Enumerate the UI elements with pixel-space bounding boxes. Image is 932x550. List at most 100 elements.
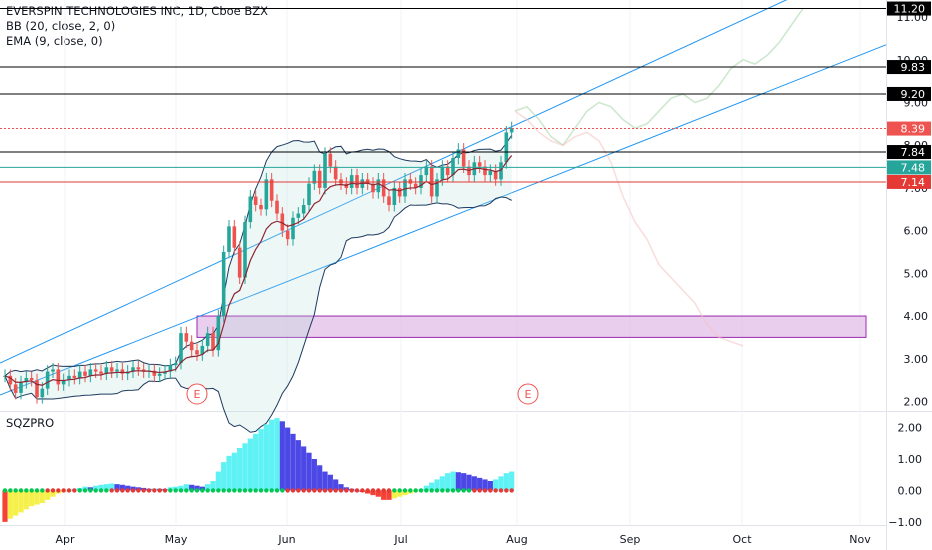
squeeze-dot [253, 488, 258, 493]
squeeze-dot [461, 488, 466, 493]
squeeze-dot [56, 488, 61, 493]
candle-body [104, 367, 109, 374]
squeeze-dot [338, 488, 344, 493]
squeeze-dot [93, 488, 98, 493]
candle-body [216, 316, 221, 351]
candle-body [259, 205, 263, 210]
candle-body [115, 369, 119, 372]
squeeze-bar [429, 482, 435, 491]
candle-body [56, 369, 61, 385]
price-tick-label: 5.00 [904, 267, 929, 280]
candle-body [72, 375, 77, 378]
squeeze-bar [98, 484, 104, 491]
time-tick-label: Sep [620, 533, 641, 546]
candle-body [307, 183, 311, 205]
candle-body [179, 333, 183, 364]
candle-body [243, 222, 247, 278]
sqzpro-label[interactable]: SQZPRO [6, 416, 55, 430]
squeeze-dot [445, 488, 450, 493]
candle-body [296, 213, 301, 218]
candle-body [440, 166, 445, 180]
squeeze-bar [402, 490, 408, 496]
squeeze-dot [77, 488, 82, 493]
squeeze-dot [504, 488, 509, 493]
candle-body [211, 333, 215, 351]
candle-body [264, 179, 269, 210]
squeeze-dot [66, 488, 72, 493]
candle-body [248, 196, 253, 223]
squeeze-dot [88, 488, 93, 493]
squeeze-dot [397, 488, 402, 493]
chart-legend: EVERSPIN TECHNOLOGIES INC, 1D, Cboe BZX … [6, 4, 268, 49]
price-tag-label: 8.39 [901, 123, 926, 136]
squeeze-bar [237, 448, 243, 491]
bb-indicator-label[interactable]: BB (20, close, 2, 0) [6, 19, 116, 33]
candle-body [371, 183, 375, 193]
squeeze-dot [237, 488, 242, 493]
candle-body [232, 226, 237, 248]
squeeze-dot [370, 488, 376, 493]
squeeze-bar [445, 473, 451, 491]
squeeze-bar [461, 473, 467, 491]
squeeze-bar [333, 479, 339, 491]
candle-body [269, 179, 274, 201]
candle-body [8, 375, 13, 385]
candle-body [504, 132, 509, 163]
candle-body [392, 187, 397, 205]
squeeze-bar [439, 476, 445, 491]
candle-body [493, 170, 498, 180]
squeeze-dot [194, 488, 200, 493]
squeeze-dot [344, 488, 349, 493]
candle-body [323, 153, 327, 188]
time-tick-label: May [165, 533, 188, 546]
candle-body [317, 170, 322, 188]
squeeze-bar [119, 484, 125, 491]
squeeze-bar [13, 490, 19, 516]
candle-body [435, 179, 439, 197]
squeeze-dot [210, 488, 216, 493]
candle-body [29, 377, 34, 381]
squeeze-dot [72, 488, 77, 493]
squeeze-dot [328, 488, 333, 493]
squeeze-bar [322, 471, 328, 491]
candle-body [381, 179, 386, 197]
squeeze-dot [168, 488, 173, 493]
earnings-marker [186, 383, 208, 405]
time-tick-label: Oct [732, 533, 752, 546]
squeeze-bar [39, 490, 45, 503]
squeeze-dot [200, 488, 205, 493]
candle-body [253, 196, 258, 205]
squeeze-dot [125, 488, 130, 493]
price-tag-label: 7.84 [901, 146, 926, 159]
candle-body [509, 128, 514, 133]
squeeze-dot [322, 488, 328, 493]
squeeze-bar [301, 446, 307, 491]
ema-indicator-label[interactable]: EMA (9, close, 0) [6, 34, 103, 48]
squeeze-histogram [2, 418, 515, 522]
squeeze-dot [290, 488, 296, 493]
squeeze-bar [466, 474, 472, 491]
candle-body [221, 251, 226, 317]
price-tag-label: 7.14 [901, 176, 926, 189]
squeeze-dot [349, 488, 354, 493]
squeeze-bar [290, 433, 296, 491]
candle-body [163, 371, 167, 374]
channel-lower-line [0, 44, 887, 396]
squeeze-bar [34, 490, 40, 505]
price-tag-label: 7.48 [901, 161, 926, 174]
candle-body [227, 226, 231, 252]
price-tag-label: 11.20 [894, 3, 926, 16]
chart-title: EVERSPIN TECHNOLOGIES INC, 1D, Cboe BZX [6, 4, 269, 18]
candle-body [413, 183, 418, 188]
candles-group [3, 121, 514, 404]
candle-body [61, 380, 66, 385]
squeeze-bar [423, 485, 429, 491]
squeeze-dot [226, 488, 232, 493]
candle-body [168, 365, 173, 372]
squeeze-dot [29, 488, 34, 493]
squeeze-dot [114, 488, 120, 493]
price-tag-label: 9.83 [901, 61, 926, 74]
squeeze-bar [226, 455, 232, 491]
time-tick-label: Jun [277, 533, 295, 546]
